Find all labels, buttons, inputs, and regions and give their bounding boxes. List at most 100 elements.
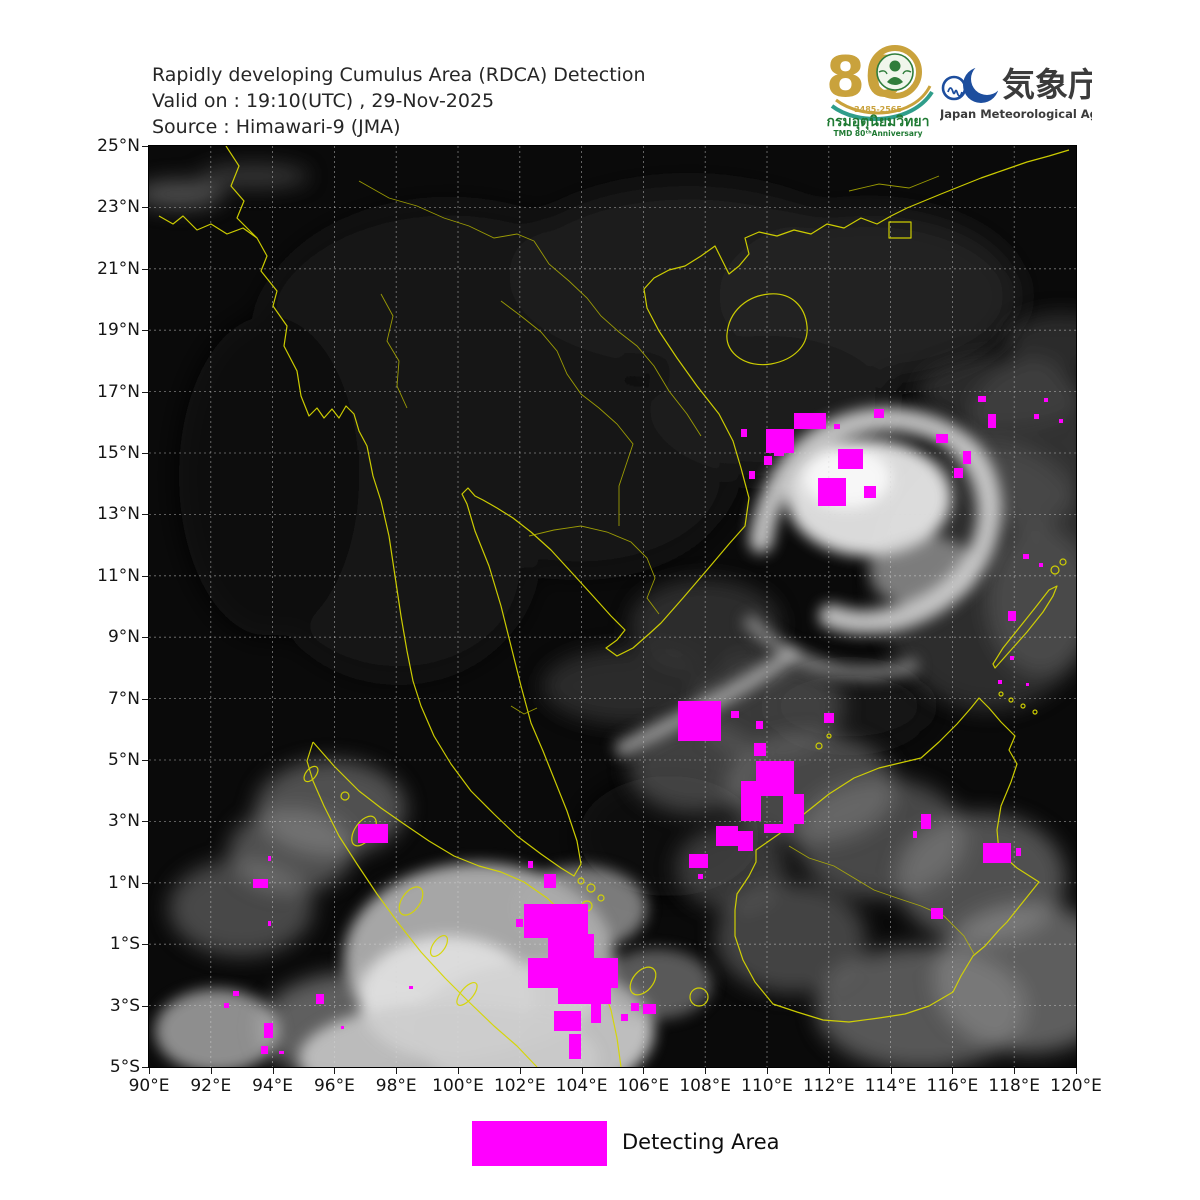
lat-tick-label: 7°N: [107, 688, 140, 709]
lat-tick-mark: [142, 760, 148, 761]
jma-logo-icon: 気象庁 Japan Meteorological Agency: [939, 63, 1129, 121]
lat-tick-label: 21°N: [97, 258, 140, 279]
lon-tick-mark: [519, 1068, 521, 1074]
lon-tick-mark: [272, 1068, 274, 1074]
borneo-island: [734, 697, 1040, 1023]
mainland-coastline: [225, 146, 1070, 877]
detection-patch: [764, 456, 772, 465]
detection-patch: [1039, 563, 1043, 567]
lon-tick-label: 114°E: [864, 1076, 917, 1096]
detection-patch: [224, 1003, 229, 1008]
lon-tick-mark: [952, 1068, 954, 1074]
detection-patch: [1016, 848, 1021, 856]
lon-tick-label: 104°E: [555, 1076, 608, 1096]
detection-patch: [1008, 611, 1016, 621]
lon-tick-label: 106°E: [617, 1076, 670, 1096]
lon-tick-mark: [581, 1068, 583, 1074]
detection-patch: [1059, 419, 1063, 423]
detection-patch: [756, 721, 763, 729]
detection-patch: [689, 854, 708, 868]
detection-patch: [279, 1051, 284, 1054]
lat-tick-mark: [142, 391, 148, 393]
lon-tick-mark: [334, 1068, 336, 1074]
sumatra-west-coast: [306, 741, 538, 1067]
lon-tick-mark: [149, 1068, 150, 1074]
lon-tick-label: 90°E: [128, 1076, 170, 1096]
hainan-island: [726, 293, 808, 366]
title-block: Rapidly developing Cumulus Area (RDCA) D…: [152, 62, 646, 140]
lon-tick-label: 120°E: [1050, 1076, 1102, 1096]
detection-patch: [233, 991, 239, 996]
lon-tick-label: 92°E: [190, 1076, 232, 1096]
detection-patch: [774, 446, 784, 456]
lat-tick-label: 1°N: [107, 872, 140, 893]
lat-tick-label: 3°S: [109, 995, 140, 1016]
lon-tick-mark: [767, 1068, 768, 1074]
detection-patch: [558, 986, 611, 1004]
detection-patch: [528, 958, 618, 988]
detection-patch: [253, 879, 268, 888]
lat-tick-label: 9°N: [107, 627, 140, 648]
jma-name-jp: 気象庁: [1002, 65, 1092, 104]
detection-patch: [731, 711, 739, 718]
lat-tick-mark: [142, 637, 148, 639]
detection-patch: [913, 831, 917, 838]
detection-patch: [631, 1003, 639, 1011]
lon-tick-mark: [396, 1068, 398, 1074]
detection-patch: [621, 1014, 628, 1021]
bangka-island: [629, 966, 657, 996]
lat-tick-mark: [142, 453, 148, 454]
detection-patch: [738, 831, 753, 851]
lat-tick-mark: [142, 698, 148, 700]
detection-patch: [643, 1004, 656, 1014]
lat-tick-label: 19°N: [97, 320, 140, 341]
lat-tick-mark: [142, 944, 148, 946]
detection-patch: [569, 1034, 581, 1059]
detection-patch: [794, 413, 826, 429]
lat-tick-mark: [142, 207, 148, 209]
lat-tick-mark: [142, 575, 148, 577]
detection-patch: [358, 824, 388, 843]
lat-tick-label: 3°N: [107, 811, 140, 832]
source-line: Source : Himawari-9 (JMA): [152, 116, 401, 138]
lat-tick-mark: [142, 330, 148, 332]
lat-tick-mark: [142, 1067, 148, 1068]
detection-patch: [954, 468, 963, 478]
detection-patch: [528, 861, 533, 868]
siberut-island: [398, 886, 424, 916]
detection-patch: [268, 921, 271, 926]
detection-patch: [716, 826, 738, 846]
detection-patch: [998, 680, 1002, 684]
tmd-years: 2485-2565: [854, 105, 902, 114]
tmd-80th-anniversary-logo: 80 2485-2565 กรมอุตุนิยมวิทยา TMD 80ᵗʰAn…: [816, 34, 940, 138]
lon-tick-label: 96°E: [313, 1076, 355, 1096]
detection-patch: [261, 1046, 268, 1054]
lat-tick-mark: [142, 882, 148, 884]
lat-tick-label: 1°S: [109, 934, 140, 955]
detection-patch: [548, 934, 594, 961]
lat-tick-label: 5°N: [107, 750, 140, 770]
detection-patch: [978, 396, 986, 402]
detection-patch: [1010, 656, 1014, 660]
lon-tick-mark: [890, 1068, 892, 1074]
satellite-image: [149, 146, 1076, 1067]
lat-tick-mark: [142, 268, 148, 270]
detection-patch: [591, 993, 601, 1023]
lon-tick-mark: [458, 1068, 459, 1074]
detection-patch: [754, 743, 766, 756]
page-title: Rapidly developing Cumulus Area (RDCA) D…: [152, 64, 646, 86]
detection-patch: [874, 409, 884, 418]
detection-patch: [678, 701, 721, 741]
lon-tick-label: 112°E: [802, 1076, 855, 1096]
lon-tick-label: 118°E: [988, 1076, 1041, 1096]
palawan-island: [992, 585, 1058, 669]
detection-patch: [834, 424, 840, 429]
graticule-grid: [149, 146, 1076, 1067]
detection-patch: [741, 781, 761, 821]
lon-tick-mark: [828, 1068, 830, 1074]
lon-tick-label: 102°E: [493, 1076, 546, 1096]
lat-tick-mark: [142, 821, 148, 823]
detection-patch: [983, 843, 1011, 863]
detection-patch: [818, 478, 846, 506]
detection-patch: [524, 904, 588, 938]
